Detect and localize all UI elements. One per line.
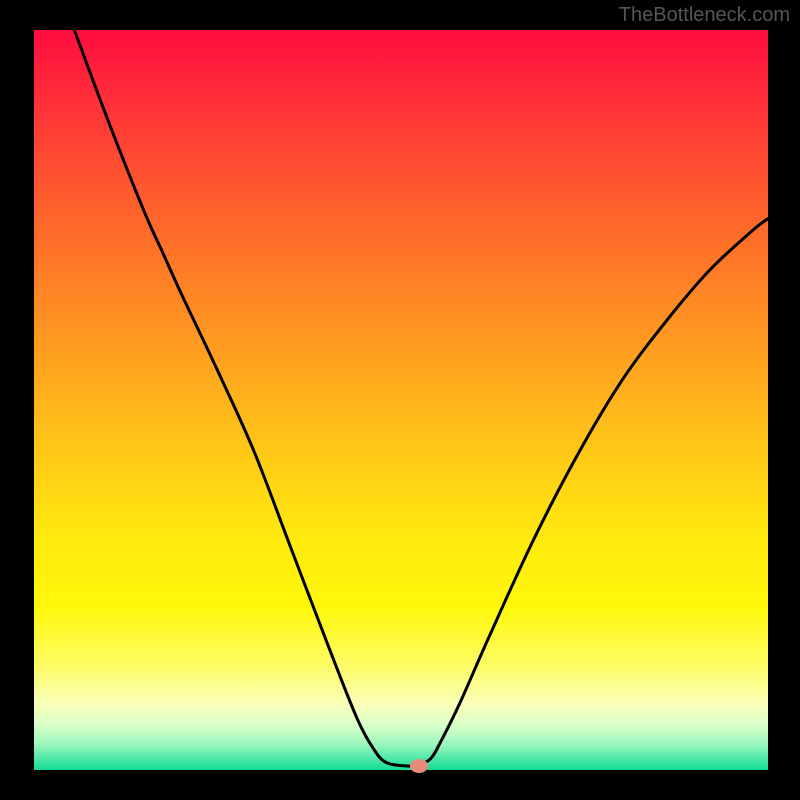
optimum-marker (410, 759, 428, 773)
attribution-text: TheBottleneck.com (619, 4, 790, 27)
bottleneck-curve (34, 30, 768, 770)
plot-area (34, 30, 768, 770)
